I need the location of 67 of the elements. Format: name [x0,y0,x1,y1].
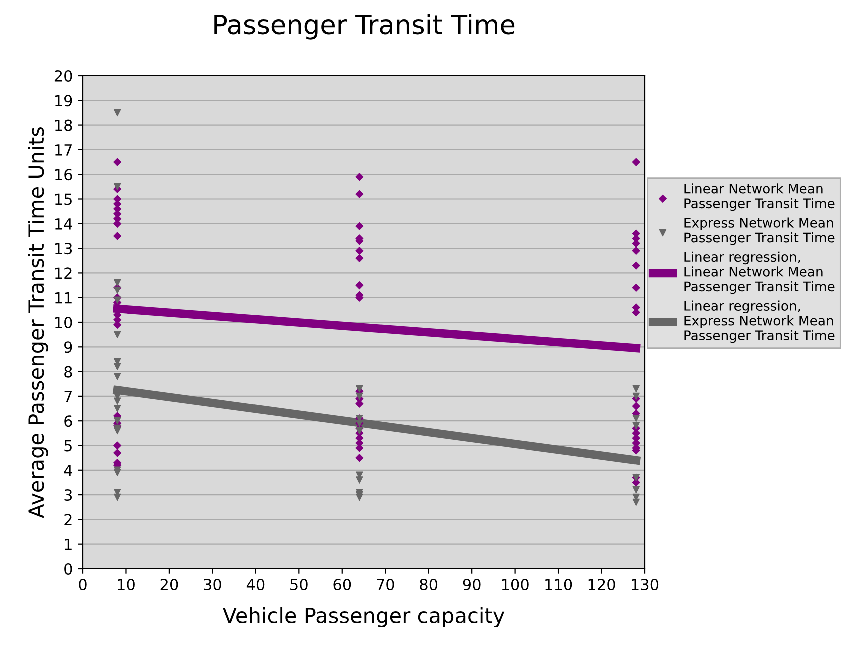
x-tick-label: 70 [377,578,394,591]
point [114,109,122,117]
y-tick-label: 8 [64,366,72,378]
point [632,392,640,400]
y-tick-label: 2 [64,514,72,526]
x-tick-label: 100 [502,578,529,591]
x-tick-label: 20 [160,578,178,591]
y-tick-label: 6 [64,416,72,428]
point [114,405,122,412]
y-tick-label: 0 [64,563,72,576]
point [356,427,364,435]
x-axis-title: Vehicle Passenger capacity [222,607,505,628]
point [114,279,122,287]
y-tick-label: 4 [64,465,72,476]
point [114,494,122,502]
point [114,427,122,435]
y-tick-label: 5 [64,440,72,452]
x-tick-label: 10 [118,578,135,591]
point [632,415,640,422]
y-tick-label: 13 [56,243,72,255]
point [114,183,122,191]
y-tick-label: 9 [64,342,72,354]
point [114,363,122,370]
y-tick-label: 15 [56,194,72,206]
y-tick-label: 11 [56,292,72,304]
legend-label: Linear Network Mean Passenger Transit Time [684,184,835,212]
y-tick-label: 12 [56,268,72,280]
y-tick-label: 10 [56,316,72,329]
point [356,494,364,502]
legend-label: Linear regression, Express Network Mean Passenger Transit Time [684,300,835,344]
point [114,417,122,425]
y-tick-label: 1 [65,539,72,550]
point [114,373,122,380]
point [632,498,640,506]
y-tick-label: 7 [64,391,72,402]
chart-title: Passenger Transit Time [214,14,515,40]
y-axis-title: Average Passenger Transit Time Units [28,128,48,518]
x-tick-label: 110 [546,578,572,591]
point [356,392,364,400]
x-tick-label: 130 [632,578,659,591]
point [114,398,122,405]
y-tick-label: 14 [56,218,72,230]
point [356,476,364,484]
x-tick-label: 80 [420,578,438,591]
x-tick-label: 60 [334,578,352,591]
y-tick-label: 3 [64,490,72,502]
y-tick-label: 17 [56,144,72,156]
point [632,486,640,494]
x-tick-label: 120 [588,578,616,591]
x-tick-label: 0 [79,578,87,591]
y-tick-label: 19 [56,95,72,107]
point [114,469,122,476]
x-tick-label: 30 [204,578,222,591]
point [114,286,122,294]
legend-label: Express Network Mean Passenger Transit Time [684,218,835,246]
x-tick-label: 90 [463,578,481,591]
point [632,422,640,430]
y-tick-label: 20 [54,70,72,82]
legend-label: Linear regression, Linear Network Mean Passenger Transit Time [684,252,835,294]
y-tick-label: 16 [56,169,72,181]
point [114,331,122,338]
x-tick-label: 40 [246,578,265,591]
y-tick-label: 18 [56,120,72,132]
x-tick-label: 50 [290,578,308,591]
point [114,296,122,304]
point [356,385,364,393]
point [632,385,640,393]
